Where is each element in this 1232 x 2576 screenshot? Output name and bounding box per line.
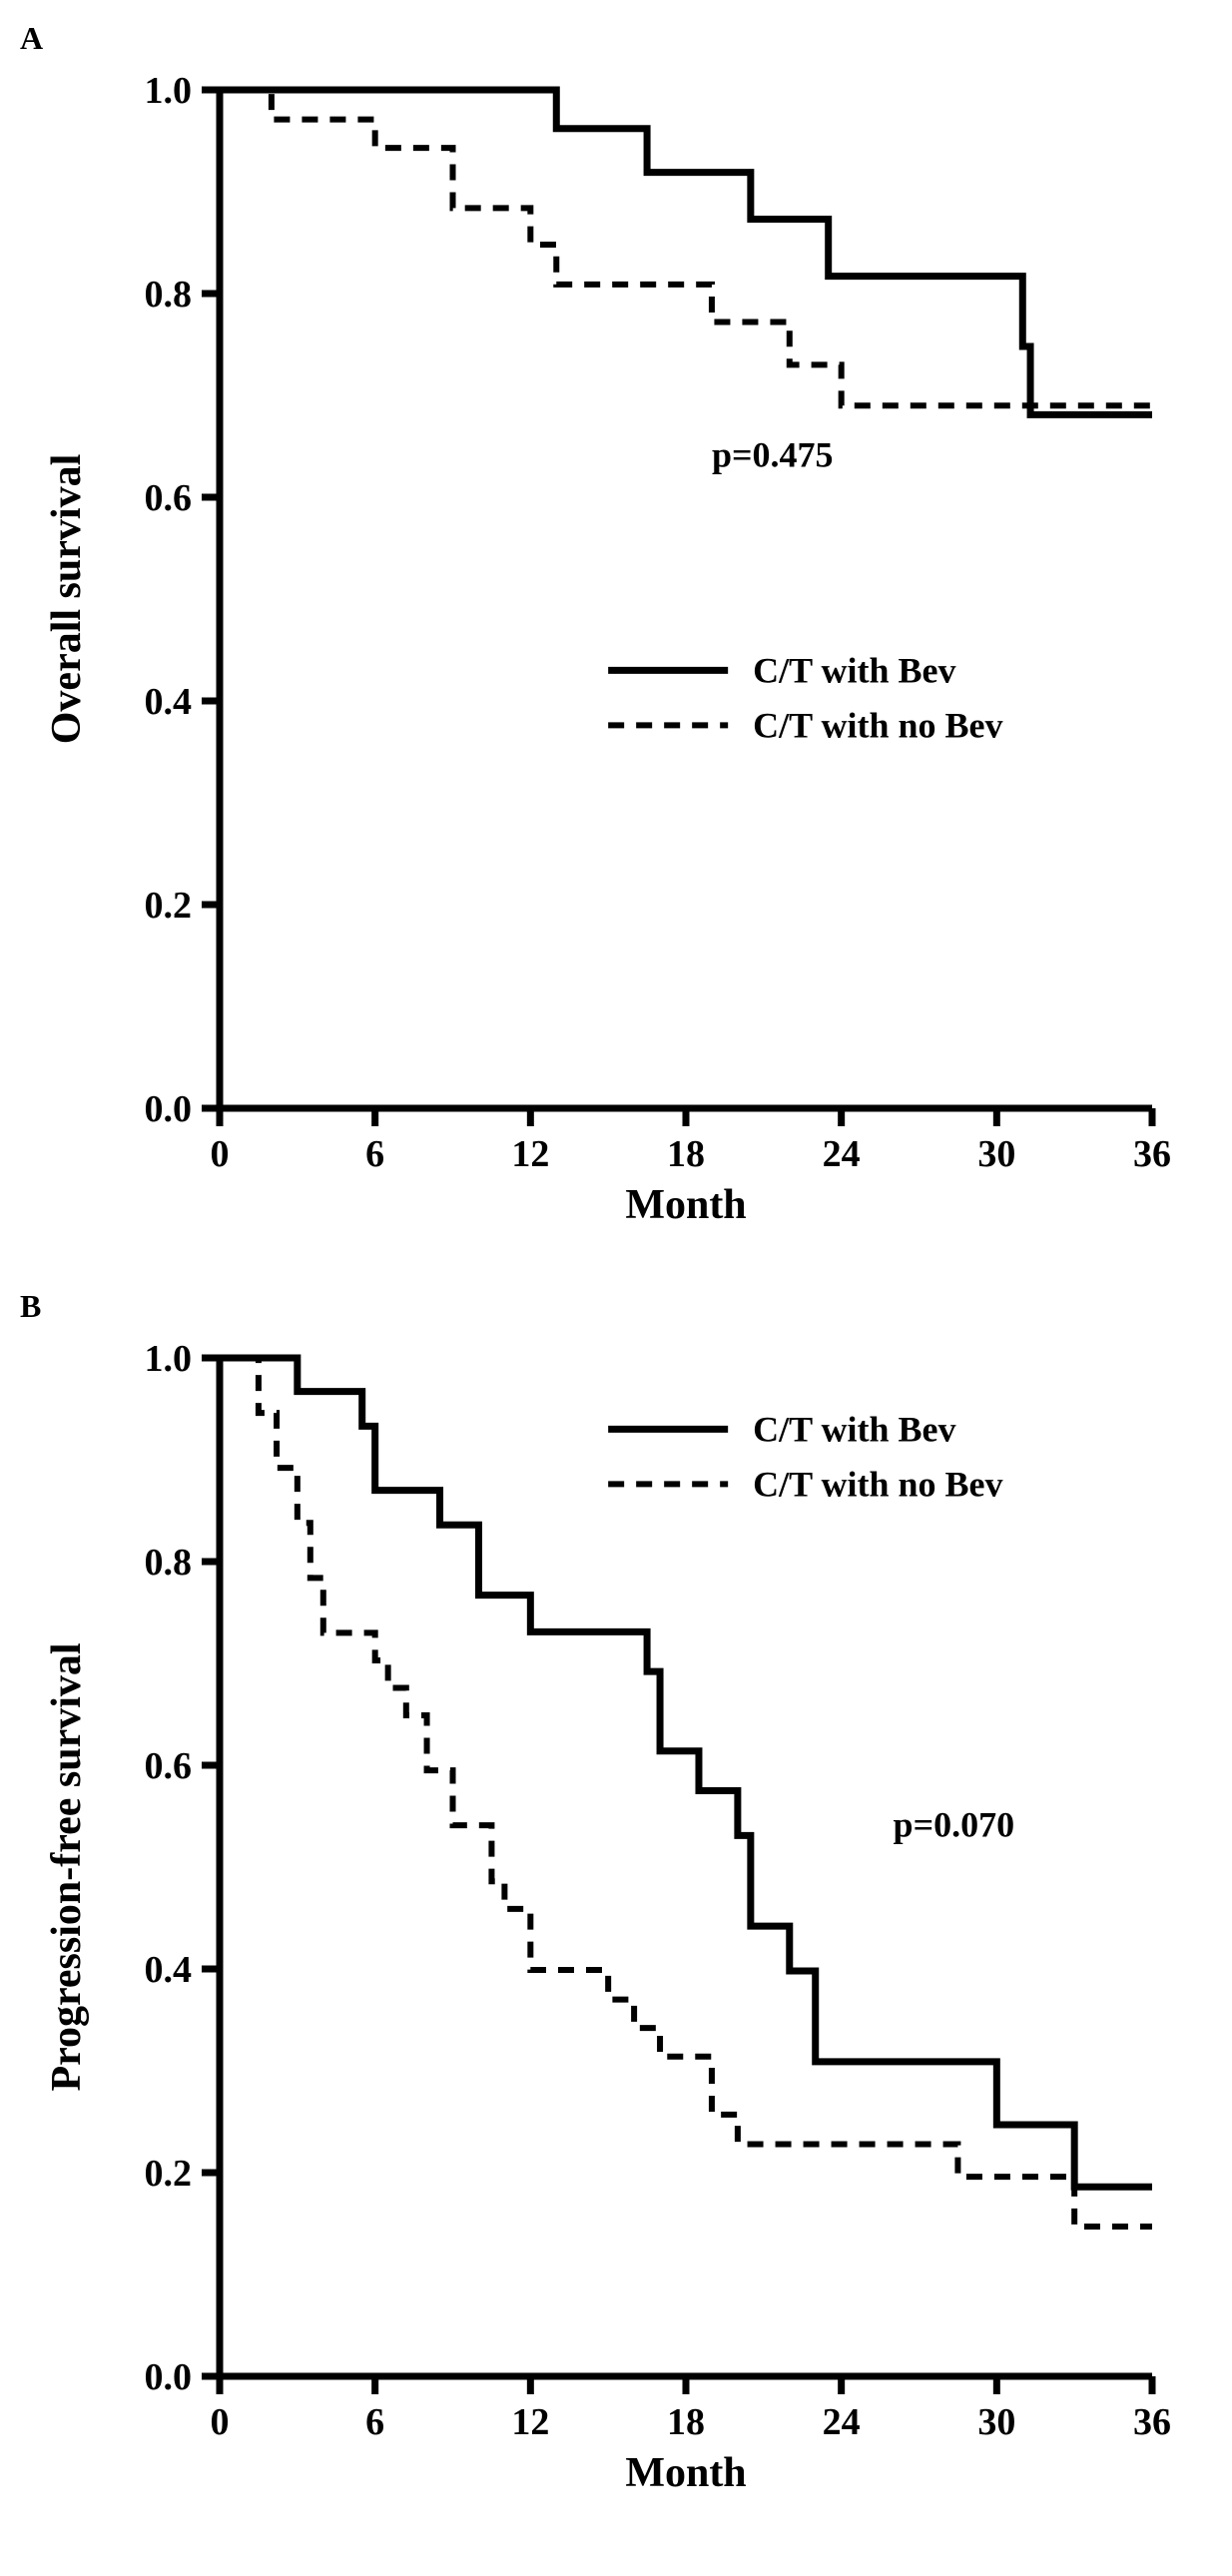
svg-text:30: 30 bbox=[977, 2401, 1015, 2443]
series-dashed bbox=[220, 1358, 1152, 2227]
svg-text:0.8: 0.8 bbox=[145, 1542, 193, 1584]
p-value: p=0.475 bbox=[712, 434, 834, 474]
series-solid bbox=[220, 1358, 1152, 2187]
chart-b-svg: 0.0 0.2 0.4 0.6 0.8 1.0 0 6 12 18 24 30 36 Month Progr… bbox=[20, 1288, 1212, 2516]
legend-item: C/T with no Bev bbox=[753, 1464, 1002, 1504]
series-dashed bbox=[220, 90, 1152, 405]
legend-item: C/T with Bev bbox=[753, 650, 955, 690]
svg-text:12: 12 bbox=[511, 2401, 549, 2443]
svg-text:0.4: 0.4 bbox=[145, 1949, 193, 1991]
svg-text:0: 0 bbox=[211, 2401, 230, 2443]
svg-text:36: 36 bbox=[1133, 2401, 1171, 2443]
svg-text:0.8: 0.8 bbox=[145, 274, 193, 316]
figure-container: A 0.0 0.2 0.4 0.6 0.8 1.0 0 6 12 18 24 30 36 Month Ove… bbox=[20, 20, 1212, 2516]
svg-text:24: 24 bbox=[823, 2401, 861, 2443]
svg-text:1.0: 1.0 bbox=[145, 1338, 193, 1380]
svg-text:6: 6 bbox=[365, 2401, 384, 2443]
svg-text:18: 18 bbox=[667, 2401, 705, 2443]
svg-text:Month: Month bbox=[625, 1182, 746, 1228]
panel-b-label: B bbox=[20, 1288, 41, 1325]
panel-b: B 0.0 0.2 0.4 0.6 0.8 1.0 0 6 12 18 24 30 36 Month Pro… bbox=[20, 1288, 1212, 2516]
svg-text:0.2: 0.2 bbox=[145, 2153, 193, 2195]
p-value: p=0.070 bbox=[894, 1804, 1015, 1844]
legend-item: C/T with no Bev bbox=[753, 705, 1002, 745]
panel-a: A 0.0 0.2 0.4 0.6 0.8 1.0 0 6 12 18 24 30 36 Month Ove… bbox=[20, 20, 1212, 1248]
chart-a-svg: 0.0 0.2 0.4 0.6 0.8 1.0 0 6 12 18 24 30 36 Month Overa… bbox=[20, 20, 1212, 1248]
svg-text:0: 0 bbox=[211, 1133, 230, 1175]
svg-text:1.0: 1.0 bbox=[145, 70, 193, 112]
panel-a-label: A bbox=[20, 20, 43, 57]
svg-text:Overall survival: Overall survival bbox=[44, 454, 90, 744]
series-solid bbox=[220, 90, 1152, 414]
svg-text:6: 6 bbox=[365, 1133, 384, 1175]
svg-text:30: 30 bbox=[977, 1133, 1015, 1175]
svg-text:0.6: 0.6 bbox=[145, 1745, 193, 1787]
svg-text:0.0: 0.0 bbox=[145, 1088, 193, 1130]
svg-text:0.6: 0.6 bbox=[145, 477, 193, 519]
svg-text:Progression-free survival: Progression-free survival bbox=[44, 1642, 90, 2091]
svg-text:0.4: 0.4 bbox=[145, 681, 193, 723]
svg-text:12: 12 bbox=[511, 1133, 549, 1175]
svg-text:18: 18 bbox=[667, 1133, 705, 1175]
legend-item: C/T with Bev bbox=[753, 1409, 955, 1449]
svg-text:0.0: 0.0 bbox=[145, 2356, 193, 2398]
svg-text:Month: Month bbox=[625, 2450, 746, 2496]
svg-text:0.2: 0.2 bbox=[145, 885, 193, 927]
svg-text:24: 24 bbox=[823, 1133, 861, 1175]
svg-text:36: 36 bbox=[1133, 1133, 1171, 1175]
